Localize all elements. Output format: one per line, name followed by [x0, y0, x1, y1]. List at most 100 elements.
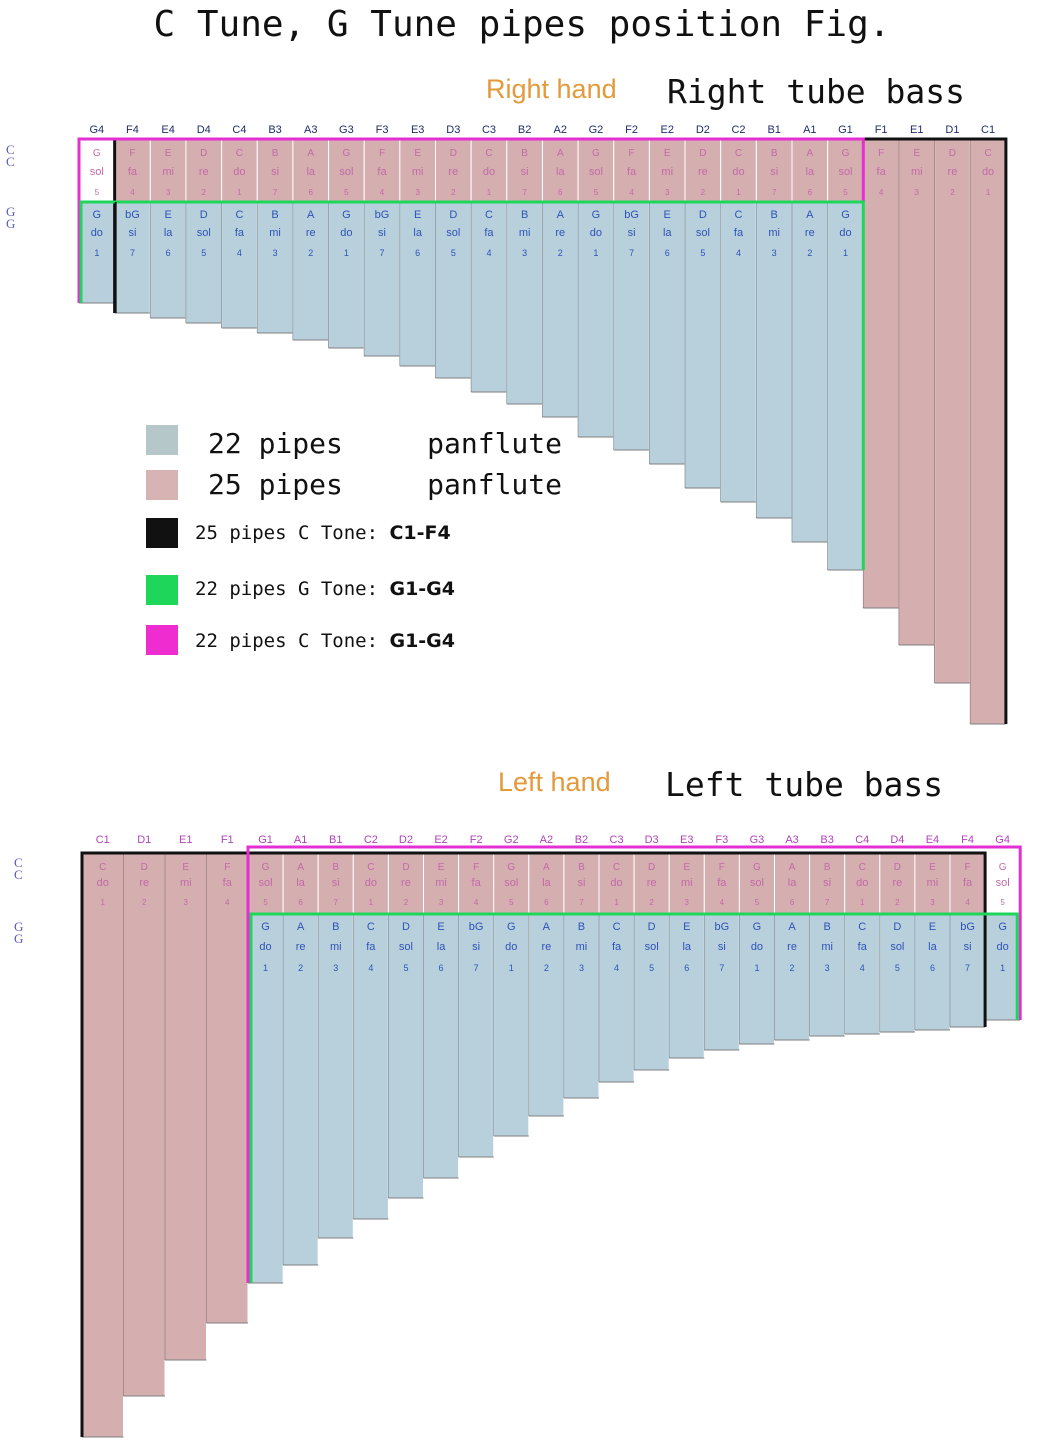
c-solfege: sol: [996, 877, 1010, 889]
g-number: 5: [201, 248, 206, 258]
pipe-note-label: E1: [910, 124, 923, 136]
g-note-letter: B: [521, 209, 528, 221]
g-note-letter: B: [578, 921, 585, 933]
g-solfege: fa: [235, 227, 245, 239]
c-note-letter: E: [913, 148, 920, 159]
c-solfege: re: [401, 877, 411, 889]
g-solfege: do: [997, 941, 1009, 953]
c-number: 5: [263, 898, 268, 907]
g-number: 6: [684, 963, 689, 973]
c-solfege: mi: [180, 877, 192, 889]
g-note-letter: E: [664, 209, 671, 221]
pipe-c-cell: [598, 852, 635, 915]
g-note-letter: B: [823, 921, 830, 933]
c-number: 7: [273, 188, 278, 197]
g-note-letter: E: [929, 921, 936, 933]
c-note-letter: E: [929, 862, 936, 873]
c-solfege: fa: [717, 877, 727, 889]
c-note-letter: D: [949, 148, 956, 159]
g-solfege: do: [839, 227, 851, 239]
c-note-letter: B: [332, 862, 339, 873]
g-note-letter: C: [735, 209, 743, 221]
pipe-c-cell: [613, 138, 650, 203]
g-note-letter: B: [271, 209, 278, 221]
g-solfege: re: [541, 941, 551, 953]
g-solfege: re: [805, 227, 815, 239]
g-note-letter: G: [592, 209, 601, 221]
c-number: 5: [344, 188, 349, 197]
g-number: 2: [544, 963, 549, 973]
pipe-c-cell: [399, 138, 437, 203]
g-note-letter: A: [543, 921, 551, 933]
green-frame-22-g-tone: [79, 200, 865, 570]
g-solfege: si: [128, 227, 136, 239]
pipe-note-label: D4: [197, 124, 211, 136]
g-number: 7: [130, 248, 135, 258]
g-note-letter: B: [771, 209, 778, 221]
pipe-c-cell: [123, 852, 166, 1397]
g-note-letter: G: [93, 209, 102, 221]
pipe: [720, 201, 757, 503]
c-number: 6: [808, 188, 813, 197]
pipe-note-label: A2: [554, 124, 567, 136]
c-number: 2: [451, 188, 456, 197]
pipe-note-label: D1: [137, 834, 151, 846]
g-note-letter: E: [164, 209, 171, 221]
pipe-note-label: A1: [803, 124, 816, 136]
legend-text-22-c-tone: 22 pipes C Tone: G1-G4: [195, 630, 456, 652]
pipe: [292, 201, 330, 341]
pipe: [598, 913, 635, 1083]
g-solfege: re: [296, 941, 306, 953]
c-solfege: re: [892, 877, 902, 889]
c-solfege: mi: [162, 166, 174, 178]
g-note-letter: C: [485, 209, 493, 221]
g-solfege: sol: [399, 941, 413, 953]
pipe-note-label: C1: [981, 124, 995, 136]
pipe-c-cell: [862, 138, 900, 609]
pipe: [247, 913, 284, 1284]
c-number: 7: [772, 188, 777, 197]
pipe: [423, 913, 460, 1179]
c-solfege: sol: [339, 166, 353, 178]
c-number: 1: [860, 898, 865, 907]
c-number: 6: [790, 898, 795, 907]
g-number: 3: [772, 248, 777, 258]
g-note-letter: bG: [715, 921, 730, 933]
g-note-letter: E: [437, 921, 444, 933]
pipe-c-cell: [914, 852, 951, 915]
g-solfege: mi: [269, 227, 281, 239]
pipe: [648, 201, 686, 465]
pipe-note-label: B3: [268, 124, 281, 136]
g-note-letter: C: [367, 921, 375, 933]
c-number: 5: [594, 188, 599, 197]
g-number: 3: [273, 248, 278, 258]
pipe-note-label: C1: [96, 834, 110, 846]
g-note-letter: G: [342, 209, 351, 221]
g-number: 5: [403, 963, 408, 973]
c-number: 2: [701, 188, 706, 197]
pipe-note-label: G1: [838, 124, 853, 136]
pipe-note-label: D3: [645, 834, 659, 846]
c-note-letter: D: [894, 862, 901, 873]
c-solfege: re: [698, 166, 708, 178]
g-number: 4: [237, 248, 242, 258]
g-number: 4: [486, 248, 491, 258]
c-solfege: re: [448, 166, 458, 178]
c-note-letter: A: [543, 862, 550, 873]
g-note-letter: G: [841, 209, 850, 221]
c-note-letter: F: [129, 148, 135, 159]
c-number: 6: [298, 898, 303, 907]
c-note-letter: C: [485, 148, 492, 159]
g-solfege: re: [306, 227, 316, 239]
g-number: 7: [719, 963, 724, 973]
pipe-c-cell: [684, 138, 722, 203]
g-solfege: re: [555, 227, 565, 239]
g-note-letter: D: [648, 921, 656, 933]
c-note-letter: G: [753, 862, 761, 873]
c-number: 3: [439, 898, 444, 907]
c-note-letter: B: [771, 148, 778, 159]
pipe-c-cell: [292, 138, 330, 203]
pipe: [435, 201, 472, 379]
